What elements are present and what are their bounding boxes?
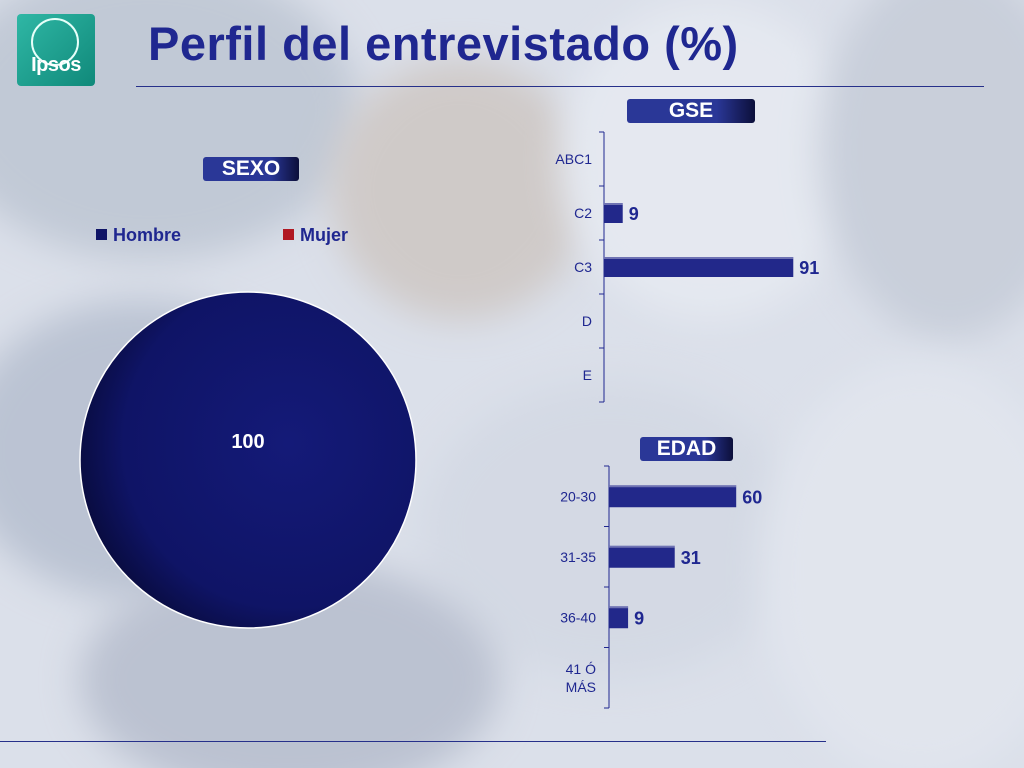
footer-divider xyxy=(0,741,826,742)
edad-data-label-20-30: 60 xyxy=(742,487,762,507)
gse-tick-label-e: E xyxy=(583,367,592,383)
edad-bar-36-40 xyxy=(609,606,629,629)
edad-tick-label-line: MÁS xyxy=(566,679,596,695)
gse-bar-highlight-c2 xyxy=(604,203,623,205)
pie-slice-hombre xyxy=(79,291,417,629)
gse-tick-label-abc1: ABC1 xyxy=(555,151,592,167)
edad-bar-highlight-31-35 xyxy=(609,545,675,548)
edad-bar-chart: 20-30 60 31-35 31 36-40 9 41 Ó MÁS xyxy=(560,465,762,709)
edad-tick-label-20-30: 20-30 xyxy=(560,488,596,504)
gse-bar-chart: ABC1 C2 9 C3 91 D E xyxy=(555,131,819,403)
edad-data-label-31-35: 31 xyxy=(681,548,701,568)
gse-bar-c3 xyxy=(604,257,794,277)
sexo-badge: SEXO xyxy=(203,157,299,181)
edad-bar-20-30 xyxy=(609,485,737,508)
edad-bar-31-35 xyxy=(609,545,675,568)
legend-hombre: Hombre xyxy=(96,224,181,246)
edad-bar-highlight-20-30 xyxy=(609,485,737,488)
legend-swatch-hombre xyxy=(96,228,107,240)
gse-bar-c2 xyxy=(604,203,623,223)
edad-badge: EDAD xyxy=(640,437,733,461)
gse-data-label-c2: 9 xyxy=(629,204,639,224)
title-divider xyxy=(136,86,984,87)
page-title: Perfil del entrevistado (%) xyxy=(148,17,739,70)
legend-swatch-mujer xyxy=(283,228,294,240)
pie-data-label-hombre: 100 xyxy=(231,431,264,453)
edad-tick-label-line: 41 Ó xyxy=(566,661,596,677)
logo-text: Ipsos xyxy=(31,54,81,76)
legend-mujer: Mujer xyxy=(283,224,348,246)
legend-label-hombre: Hombre xyxy=(113,225,182,245)
edad-tick-label-31-35: 31-35 xyxy=(560,549,596,565)
edad-tick-label-36-40: 36-40 xyxy=(560,609,596,625)
gse-tick-label-c3: C3 xyxy=(574,259,592,275)
ipsos-logo: Ipsos xyxy=(17,14,95,86)
sexo-pie-chart: 100 xyxy=(79,291,417,629)
gse-data-label-c3: 91 xyxy=(799,258,819,278)
gse-bar-highlight-c3 xyxy=(604,257,794,259)
edad-data-label-36-40: 9 xyxy=(634,608,644,628)
gse-tick-label-c2: C2 xyxy=(574,205,592,221)
gse-badge: GSE xyxy=(627,99,755,123)
gse-tick-label-d: D xyxy=(582,313,592,329)
edad-tick-label-41-o-mas: 41 Ó MÁS xyxy=(566,661,596,695)
edad-bar-highlight-36-40 xyxy=(609,606,629,609)
logo-head-icon xyxy=(31,18,79,66)
legend-label-mujer: Mujer xyxy=(300,225,349,245)
